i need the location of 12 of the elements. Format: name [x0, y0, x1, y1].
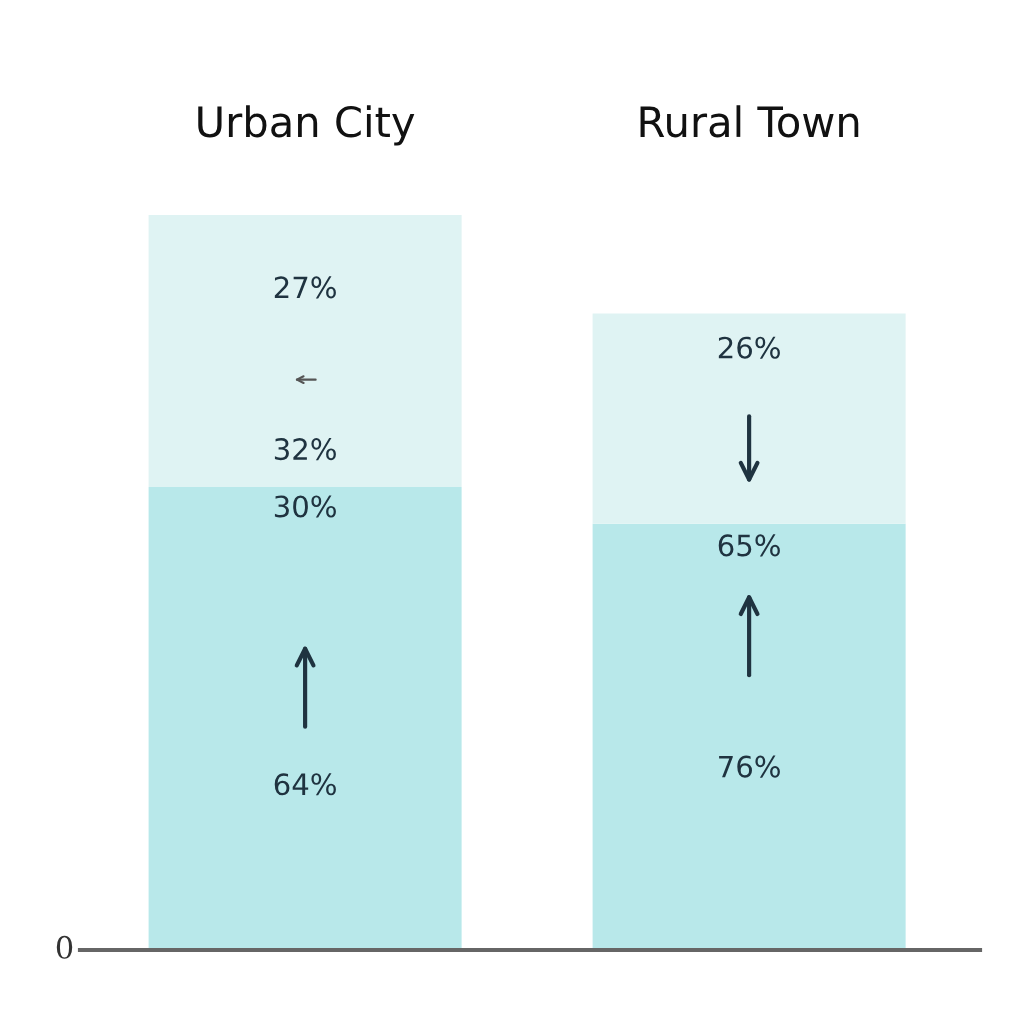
bar	[592, 313, 906, 524]
annotation: 27%	[274, 276, 336, 299]
bar	[148, 215, 462, 487]
annotation: 26%	[718, 336, 780, 359]
x-tick-label: Urban City	[198, 105, 415, 146]
annotation: 64%	[274, 773, 336, 796]
annotation: 32%	[274, 438, 336, 461]
text: 0	[56, 935, 73, 959]
annotation: 76%	[719, 755, 780, 778]
annotation: 65%	[718, 534, 780, 557]
x-tick-label: Rural Town	[640, 105, 859, 138]
annotation: 30%	[274, 495, 336, 518]
